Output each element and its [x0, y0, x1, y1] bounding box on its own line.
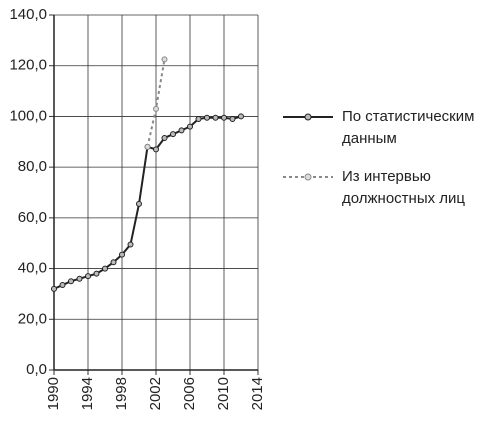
- data-point: [161, 56, 168, 63]
- y-tick-label: 60,0: [18, 209, 47, 226]
- data-point: [93, 270, 100, 277]
- legend-label: По статистическим данным: [342, 108, 475, 147]
- data-point: [238, 113, 244, 120]
- x-tick-label: 2014: [249, 377, 266, 410]
- x-tick-label: 2006: [181, 377, 198, 410]
- data-point: [204, 114, 210, 121]
- data-point: [76, 275, 83, 282]
- data-point: [136, 200, 142, 207]
- y-tick-label: 140,0: [9, 6, 47, 23]
- data-point: [187, 123, 193, 130]
- y-tick-label: 100,0: [9, 107, 47, 124]
- data-point: [153, 146, 159, 153]
- legend-label-box: Из интервью должностных лиц: [342, 168, 466, 207]
- x-tick-label: 1998: [113, 377, 130, 410]
- legend-label: Из интервью должностных лиц: [342, 168, 466, 207]
- data-point: [153, 105, 159, 112]
- data-point: [229, 115, 236, 122]
- data-point: [178, 127, 185, 134]
- x-tick-label: 2002: [147, 377, 164, 410]
- data-point: [85, 273, 91, 280]
- data-point: [221, 114, 227, 121]
- data-point: [110, 259, 117, 266]
- data-point: [119, 251, 125, 258]
- y-tick-label: 40,0: [18, 260, 47, 277]
- y-tick-label: 0,0: [26, 361, 47, 378]
- data-point: [51, 285, 57, 292]
- data-point: [195, 115, 202, 122]
- legend-label-box: По статистическим данным: [342, 108, 475, 147]
- legend-marker: [304, 173, 312, 181]
- y-tick-label: 20,0: [18, 310, 47, 327]
- x-tick-label: 1990: [45, 377, 62, 410]
- y-tick-label: 120,0: [9, 57, 47, 74]
- data-point: [102, 265, 108, 272]
- x-tick-label: 1994: [79, 377, 96, 410]
- data-point: [212, 114, 219, 121]
- data-point: [127, 241, 134, 248]
- y-tick-label: 80,0: [18, 158, 47, 175]
- legend-marker: [304, 113, 312, 121]
- data-point: [59, 282, 66, 289]
- x-tick-label: 2010: [215, 377, 232, 410]
- data-point: [68, 278, 74, 285]
- data-point: [170, 131, 176, 138]
- data-point: [144, 143, 151, 150]
- series-line: [53, 115, 242, 290]
- data-point: [161, 134, 168, 141]
